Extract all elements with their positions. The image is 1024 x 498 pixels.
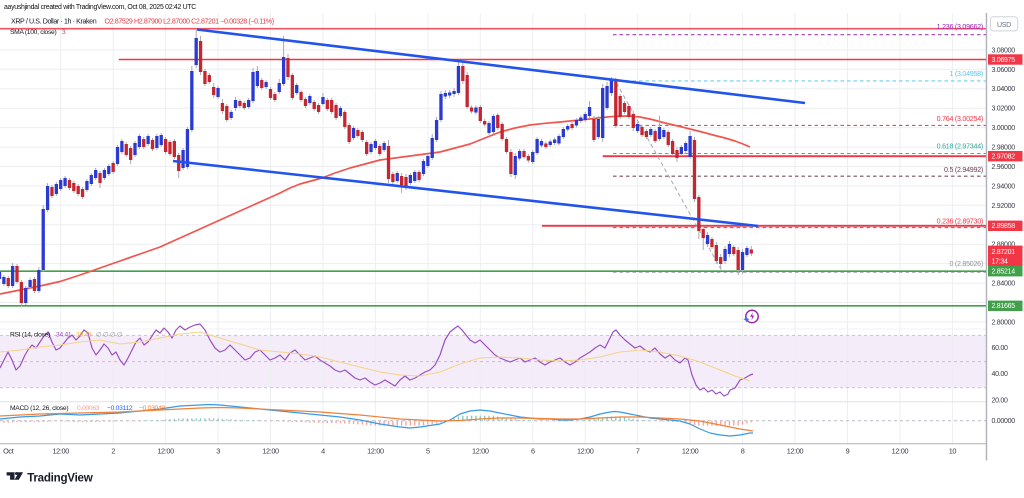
svg-text:MACD (12, 26, close): MACD (12, 26, close) xyxy=(10,405,68,412)
svg-text:−0.03048: −0.03048 xyxy=(139,405,165,412)
svg-text:2.96000: 2.96000 xyxy=(992,164,1016,171)
svg-text:3.00000: 3.00000 xyxy=(992,125,1016,132)
svg-text:6: 6 xyxy=(531,447,535,456)
svg-text:0.236 (2.89730): 0.236 (2.89730) xyxy=(937,218,983,226)
svg-text:12:00: 12:00 xyxy=(367,447,384,456)
svg-text:4: 4 xyxy=(321,447,325,456)
svg-text:60.00: 60.00 xyxy=(992,345,1009,352)
svg-text:12:00: 12:00 xyxy=(472,447,489,456)
svg-text:2.80000: 2.80000 xyxy=(992,320,1016,327)
svg-text:12:00: 12:00 xyxy=(52,447,69,456)
svg-text:7: 7 xyxy=(636,447,640,456)
svg-text:3.04000: 3.04000 xyxy=(992,86,1016,93)
svg-text:0.618 (2.97344): 0.618 (2.97344) xyxy=(937,142,983,150)
svg-text:Oct: Oct xyxy=(3,447,14,456)
svg-text:aayushjindal created with Trad: aayushjindal created with TradingView.co… xyxy=(4,4,196,11)
svg-text:40.00: 40.00 xyxy=(992,371,1009,378)
svg-text:2.89858: 2.89858 xyxy=(992,223,1016,230)
svg-text:17:34: 17:34 xyxy=(992,258,1009,265)
svg-text:USD: USD xyxy=(997,22,1011,29)
svg-text:12:00: 12:00 xyxy=(262,447,279,456)
svg-text:5: 5 xyxy=(426,447,430,456)
svg-text:2.98000: 2.98000 xyxy=(992,145,1016,152)
svg-text:2.84000: 2.84000 xyxy=(992,281,1016,288)
svg-text:36.43: 36.43 xyxy=(76,331,92,338)
svg-text:3.02000: 3.02000 xyxy=(992,106,1016,113)
svg-text:9: 9 xyxy=(846,447,850,456)
svg-text:2.81665: 2.81665 xyxy=(992,303,1016,310)
svg-text:1.236 (3.09662): 1.236 (3.09662) xyxy=(937,23,983,31)
svg-text:0.764 (3.00254): 0.764 (3.00254) xyxy=(937,115,983,123)
svg-text:2.87201: 2.87201 xyxy=(992,249,1016,256)
svg-text:8: 8 xyxy=(741,447,745,456)
svg-text:34.41: 34.41 xyxy=(56,331,72,338)
svg-text:2.94000: 2.94000 xyxy=(992,183,1016,190)
svg-text:2.92000: 2.92000 xyxy=(992,203,1016,210)
svg-text:0.5 (2.94992): 0.5 (2.94992) xyxy=(944,166,983,174)
svg-text:2.85214: 2.85214 xyxy=(992,269,1016,276)
svg-text:3: 3 xyxy=(62,29,66,36)
svg-text:0.00000: 0.00000 xyxy=(992,418,1016,425)
svg-text:10: 10 xyxy=(949,447,957,456)
svg-text:20.00: 20.00 xyxy=(992,398,1009,405)
svg-text:2.88000: 2.88000 xyxy=(992,242,1016,249)
svg-text:3.06975: 3.06975 xyxy=(992,57,1016,64)
svg-text:2.97082: 2.97082 xyxy=(992,154,1016,161)
svg-text:XRP / U.S. Dollar · 1h · Krake: XRP / U.S. Dollar · 1h · Kraken xyxy=(11,17,97,25)
svg-text:0.00063: 0.00063 xyxy=(77,405,100,412)
svg-text:3.06000: 3.06000 xyxy=(992,67,1016,74)
svg-text:3.08000: 3.08000 xyxy=(992,47,1016,54)
svg-text:RSI (14, close): RSI (14, close) xyxy=(10,331,50,338)
svg-text:−0.03112: −0.03112 xyxy=(107,405,133,412)
svg-text:3: 3 xyxy=(216,447,220,456)
svg-text:O2.87529 H2.87900 L2.87000 C2.: O2.87529 H2.87900 L2.87000 C2.87201 −0.0… xyxy=(105,17,274,25)
svg-text:SMA (100, close): SMA (100, close) xyxy=(10,29,56,36)
svg-text:12:00: 12:00 xyxy=(577,447,594,456)
svg-text:∅ ∅ ∅ ∅: ∅ ∅ ∅ ∅ xyxy=(96,332,123,339)
svg-text:12:00: 12:00 xyxy=(157,447,174,456)
svg-text:12:00: 12:00 xyxy=(892,447,909,456)
svg-text:12:00: 12:00 xyxy=(682,447,699,456)
svg-text:0 (2.85026): 0 (2.85026) xyxy=(949,260,983,268)
svg-text:2: 2 xyxy=(111,447,115,456)
svg-text:1 (3.04958): 1 (3.04958) xyxy=(949,70,983,78)
svg-text:TradingView: TradingView xyxy=(27,472,94,485)
svg-text:12:00: 12:00 xyxy=(787,447,804,456)
